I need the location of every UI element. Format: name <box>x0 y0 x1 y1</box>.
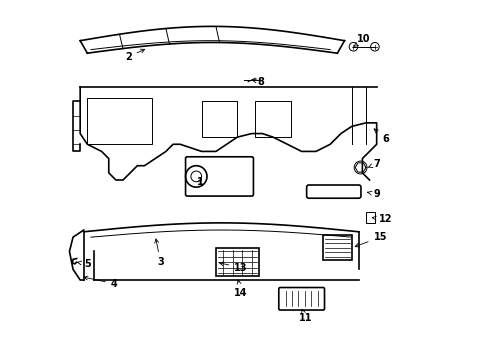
Text: 6: 6 <box>373 129 388 144</box>
Text: 1: 1 <box>196 177 203 187</box>
Text: 10: 10 <box>353 34 370 46</box>
Text: 12: 12 <box>371 214 391 224</box>
Text: 4: 4 <box>83 276 117 289</box>
Text: 14: 14 <box>234 280 247 297</box>
Bar <box>323 235 351 260</box>
Text: 13: 13 <box>219 262 247 273</box>
Bar <box>365 212 374 223</box>
Text: 15: 15 <box>354 232 386 247</box>
Text: 11: 11 <box>298 309 311 323</box>
Text: 2: 2 <box>125 49 144 62</box>
Text: 5: 5 <box>78 259 90 269</box>
Bar <box>255 102 290 137</box>
Bar <box>87 98 151 144</box>
Text: 8: 8 <box>252 77 264 87</box>
Text: 7: 7 <box>367 159 379 169</box>
Text: 3: 3 <box>155 239 163 267</box>
Text: 9: 9 <box>367 189 379 199</box>
Bar <box>201 102 237 137</box>
Bar <box>216 248 258 276</box>
